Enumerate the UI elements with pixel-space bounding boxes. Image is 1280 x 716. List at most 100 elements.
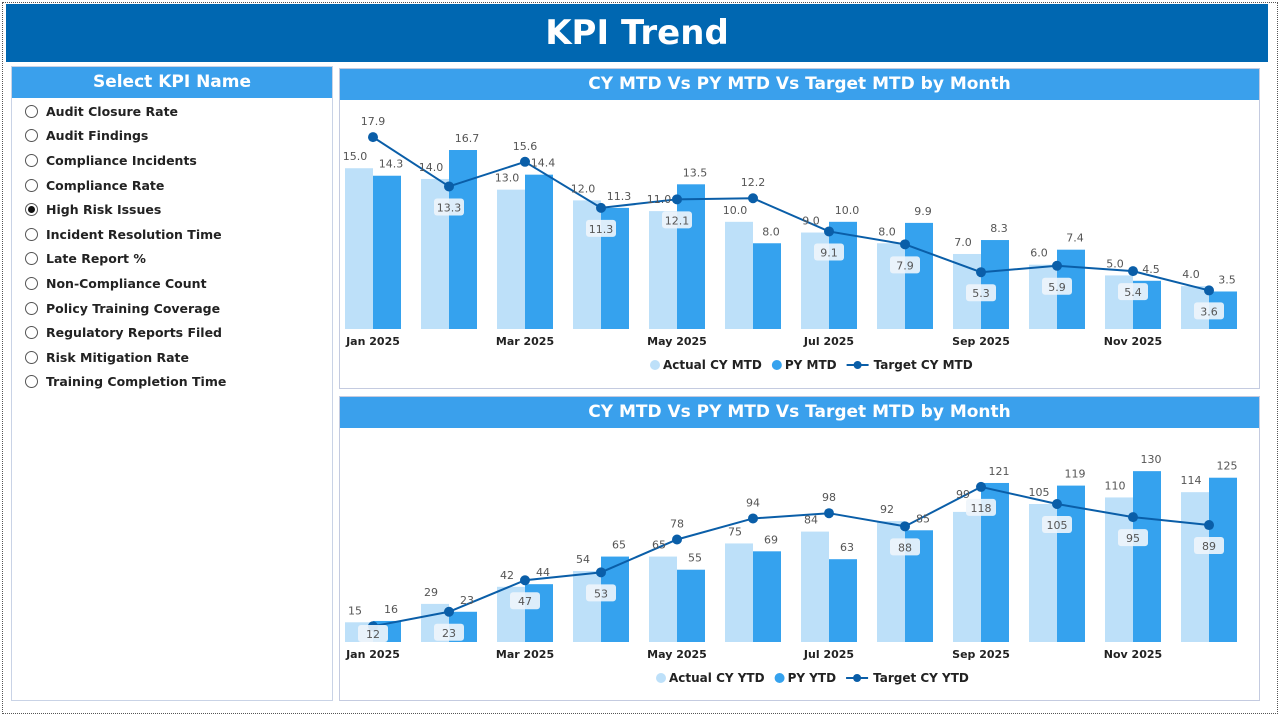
data-label-target: 78: [670, 517, 684, 530]
legend-label: Actual CY MTD: [663, 358, 762, 372]
data-label-py: 8.0: [762, 225, 780, 238]
bar-actual: [725, 543, 753, 642]
radio-button[interactable]: [25, 227, 38, 241]
kpi-option[interactable]: Audit Closure Rate: [12, 99, 332, 124]
kpi-option-label: Policy Training Coverage: [46, 300, 221, 316]
data-label-py: 14.4: [531, 157, 556, 170]
page-title: KPI Trend: [6, 4, 1268, 62]
data-label-target: 3.6: [1200, 305, 1218, 318]
radio-button[interactable]: [25, 129, 38, 143]
legend-marker: [853, 674, 862, 682]
data-label-target: 5.4: [1124, 286, 1142, 299]
data-label-box: [434, 623, 464, 641]
data-label-target: 12.2: [741, 176, 766, 189]
data-label-py: 121: [989, 465, 1010, 478]
data-label-py: 55: [688, 552, 702, 565]
data-label-target: 5.9: [1048, 281, 1066, 294]
bar-actual: [573, 571, 601, 642]
bar-actual: [345, 168, 373, 329]
data-label-target: 9.1: [820, 246, 838, 259]
target-line: [372, 485, 1210, 628]
data-label-py: 4.5: [1142, 263, 1160, 276]
data-label-actual: 15: [348, 604, 362, 617]
data-label-actual: 4.0: [1182, 268, 1200, 281]
target-point: [596, 567, 606, 578]
kpi-option[interactable]: Non-Compliance Count: [12, 271, 332, 296]
data-label-box: [890, 538, 920, 556]
data-label-actual: 15.0: [343, 150, 368, 163]
bar-actual: [801, 531, 829, 642]
chart-title: CY MTD Vs PY MTD Vs Target MTD by Month: [340, 397, 1259, 428]
target-point: [748, 193, 758, 204]
data-label-actual: 114: [1181, 474, 1202, 487]
radio-button[interactable]: [25, 153, 38, 167]
chart-title: CY MTD Vs PY MTD Vs Target MTD by Month: [340, 69, 1259, 100]
data-label-py: 85: [916, 512, 930, 525]
radio-button[interactable]: [25, 301, 38, 315]
target-line: [372, 136, 1210, 292]
data-label-target: 7.9: [896, 259, 914, 272]
x-tick-label: May 2025: [647, 335, 707, 348]
bar-py: [829, 559, 857, 642]
radio-button[interactable]: [25, 326, 38, 340]
target-point: [520, 575, 530, 586]
kpi-option[interactable]: Training Completion Time: [12, 370, 332, 395]
legend-label: Actual CY YTD: [669, 671, 765, 685]
kpi-option[interactable]: Policy Training Coverage: [12, 296, 332, 321]
radio-button[interactable]: [25, 178, 38, 192]
kpi-option-label: Non-Compliance Count: [46, 275, 207, 291]
data-label-actual: 5.0: [1106, 257, 1124, 270]
data-label-py: 23: [460, 594, 474, 607]
kpi-option-label: Compliance Incidents: [46, 152, 197, 168]
data-label-py: 65: [612, 539, 626, 552]
data-label-target: 23: [442, 627, 456, 640]
target-point: [520, 156, 530, 167]
data-label-py: 44: [536, 566, 550, 579]
bar-actual: [649, 211, 677, 329]
kpi-option[interactable]: Compliance Rate: [12, 173, 332, 198]
bar-py: [1133, 471, 1161, 642]
data-label-actual: 84: [804, 514, 818, 527]
data-label-box: [434, 198, 464, 216]
kpi-option-label: Audit Closure Rate: [46, 103, 179, 119]
radio-button[interactable]: [25, 252, 38, 266]
kpi-option[interactable]: Audit Findings: [12, 124, 332, 149]
data-label-target: 11.3: [589, 223, 614, 236]
kpi-option[interactable]: Risk Mitigation Rate: [12, 345, 332, 370]
data-label-target: 15.6: [513, 140, 538, 153]
mtd-chart: Jan 2025 Mar 2025 May 2025 Jul 2025 Sep 2025…: [343, 115, 1237, 372]
bar-actual: [877, 243, 905, 329]
kpi-option[interactable]: Compliance Incidents: [12, 148, 332, 173]
data-label-target: 12.1: [665, 214, 690, 227]
data-label-target: 5.3: [972, 287, 990, 300]
data-label-actual: 11.0: [647, 193, 672, 206]
kpi-option[interactable]: Regulatory Reports Filed: [12, 320, 332, 345]
radio-button[interactable]: [25, 276, 38, 290]
target-point: [1204, 285, 1214, 296]
data-label-box: [1118, 283, 1148, 301]
target-point: [368, 132, 378, 143]
kpi-option-label: Training Completion Time: [46, 374, 227, 390]
bar-py: [753, 243, 781, 329]
data-label-actual: 65: [652, 539, 666, 552]
kpi-option[interactable]: Incident Resolution Time: [12, 222, 332, 247]
ytd-chart: Jan 2025 Mar 2025 May 2025 Jul 2025 Sep 2025…: [345, 453, 1238, 685]
radio-button[interactable]: [25, 203, 38, 217]
x-tick-label: Jul 2025: [803, 648, 854, 661]
data-label-target: 12: [366, 628, 380, 641]
data-label-actual: 7.0: [954, 236, 972, 249]
bar-actual: [1105, 497, 1133, 642]
kpi-option-label: Regulatory Reports Filed: [46, 325, 223, 341]
kpi-option[interactable]: High Risk Issues: [12, 197, 332, 222]
kpi-option[interactable]: Late Report %: [12, 247, 332, 272]
legend-label: PY YTD: [788, 671, 837, 685]
legend-label: Target CY YTD: [873, 671, 969, 685]
x-tick-label: Nov 2025: [1104, 648, 1162, 661]
legend-marker: [771, 360, 782, 370]
radio-button[interactable]: [25, 375, 38, 389]
data-label-py: 63: [840, 541, 854, 554]
radio-button[interactable]: [25, 350, 38, 364]
radio-button[interactable]: [25, 104, 38, 118]
bar-py: [1209, 477, 1237, 642]
